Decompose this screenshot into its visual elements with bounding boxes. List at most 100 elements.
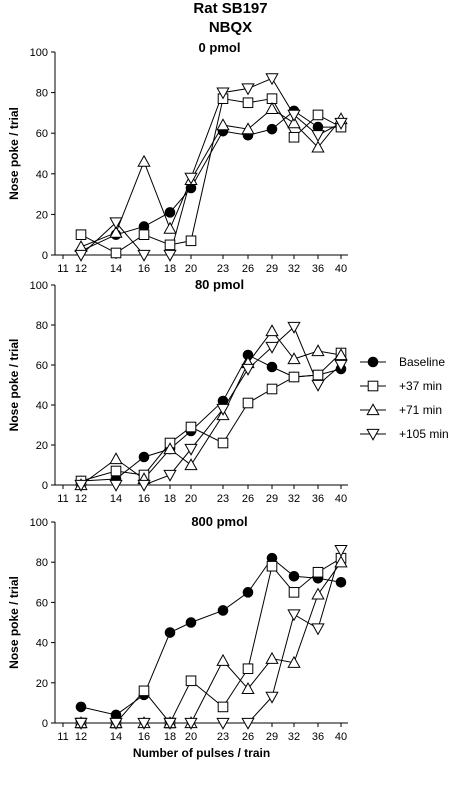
x-tick-label: 14 [110, 263, 122, 275]
x-tick-label: 40 [335, 263, 347, 275]
chart-panel: 0 20 40 60 80 100 11 12 14 16 18 20 23 26 29 32 36 40 0 pm… [7, 40, 348, 275]
data-point [217, 701, 229, 713]
data-point [138, 685, 150, 697]
data-point [287, 609, 301, 622]
data-point [184, 717, 198, 730]
data-point [163, 442, 177, 455]
y-tick-label: 100 [30, 47, 48, 59]
data-point [74, 479, 88, 492]
y-tick-label: 60 [36, 128, 48, 140]
x-tick-label: 14 [110, 493, 122, 505]
x-tick-label: 29 [266, 493, 278, 505]
legend-marker [366, 428, 380, 441]
y-tick-label: 0 [42, 250, 48, 262]
x-tick-label: 12 [75, 263, 87, 275]
data-point [288, 587, 300, 598]
data-point [265, 73, 279, 86]
x-tick-label: 12 [75, 493, 87, 505]
data-point [288, 131, 300, 143]
data-point [312, 566, 324, 578]
data-point [216, 717, 230, 730]
x-tick-label: 23 [217, 731, 229, 743]
data-point [164, 627, 176, 638]
data-point [217, 605, 229, 616]
data-point [109, 479, 123, 492]
data-point [265, 102, 279, 114]
data-point [137, 717, 151, 730]
x-axis-label: Number of pulses / train [133, 746, 270, 760]
data-point [138, 229, 150, 240]
legend: Baseline +37 min +71 min +105 min [360, 355, 449, 441]
data-point [334, 359, 348, 372]
y-tick-label: 80 [36, 320, 48, 332]
data-point [287, 116, 301, 129]
x-tick-label: 29 [266, 731, 278, 743]
data-point [288, 570, 300, 582]
data-point [242, 97, 254, 109]
data-point [164, 239, 176, 251]
x-tick-label: 26 [242, 263, 254, 275]
y-tick-label: 60 [36, 360, 48, 372]
data-point [74, 249, 88, 262]
y-tick-label: 100 [30, 517, 48, 529]
y-axis-label: Nose poke / trial [7, 339, 21, 432]
x-tick-label: 12 [75, 731, 87, 743]
data-point [265, 691, 279, 704]
data-point [216, 87, 230, 100]
data-point [287, 352, 301, 365]
y-tick-label: 40 [36, 638, 48, 650]
data-point [185, 235, 197, 247]
data-point [164, 207, 176, 218]
data-point [184, 172, 198, 185]
data-point [137, 479, 151, 492]
x-tick-label: 11 [57, 493, 68, 505]
data-point [266, 383, 278, 395]
data-point [287, 655, 301, 668]
data-point [163, 249, 177, 262]
x-tick-label: 16 [138, 263, 150, 275]
data-point [265, 324, 279, 337]
series-line [81, 561, 342, 724]
data-point [334, 555, 348, 568]
y-tick-label: 20 [36, 440, 48, 452]
x-tick-label: 36 [312, 493, 324, 505]
y-axis-label: Nose poke / trial [7, 576, 21, 669]
x-tick-label: 40 [335, 731, 347, 743]
x-tick-label: 26 [242, 731, 254, 743]
data-point [110, 465, 122, 477]
data-point [334, 348, 348, 361]
y-tick-label: 0 [42, 480, 48, 492]
legend-label: +105 min [399, 427, 449, 441]
data-point [163, 469, 177, 482]
y-tick-label: 60 [36, 597, 48, 609]
x-tick-label: 11 [57, 731, 68, 743]
data-point [75, 229, 87, 240]
x-tick-label: 32 [288, 731, 300, 743]
x-tick-label: 40 [335, 493, 347, 505]
x-tick-label: 20 [185, 263, 197, 275]
figure-subtitle: NBQX [208, 19, 253, 36]
data-point [241, 717, 255, 730]
data-point [334, 545, 348, 557]
data-point [75, 701, 87, 713]
data-point [265, 651, 279, 664]
data-point [311, 623, 325, 636]
legend-label: +37 min [399, 379, 442, 393]
data-point [163, 717, 177, 730]
data-point [241, 83, 255, 96]
x-tick-label: 16 [138, 731, 150, 743]
data-point [185, 421, 197, 433]
data-point [138, 451, 150, 463]
y-tick-label: 100 [30, 280, 48, 292]
chart-panel: 0 20 40 60 80 100 11 12 14 16 18 20 23 26 29 32 36 40 800 … [7, 514, 348, 760]
legend-label: Baseline [399, 355, 445, 369]
series-line [80, 77, 342, 256]
x-tick-label: 23 [217, 263, 229, 275]
legend-marker [366, 403, 380, 416]
x-tick-label: 16 [138, 493, 150, 505]
data-point [109, 217, 123, 230]
x-tick-label: 23 [217, 493, 229, 505]
y-tick-label: 40 [36, 400, 48, 412]
data-point [311, 130, 325, 143]
data-point [137, 154, 151, 167]
